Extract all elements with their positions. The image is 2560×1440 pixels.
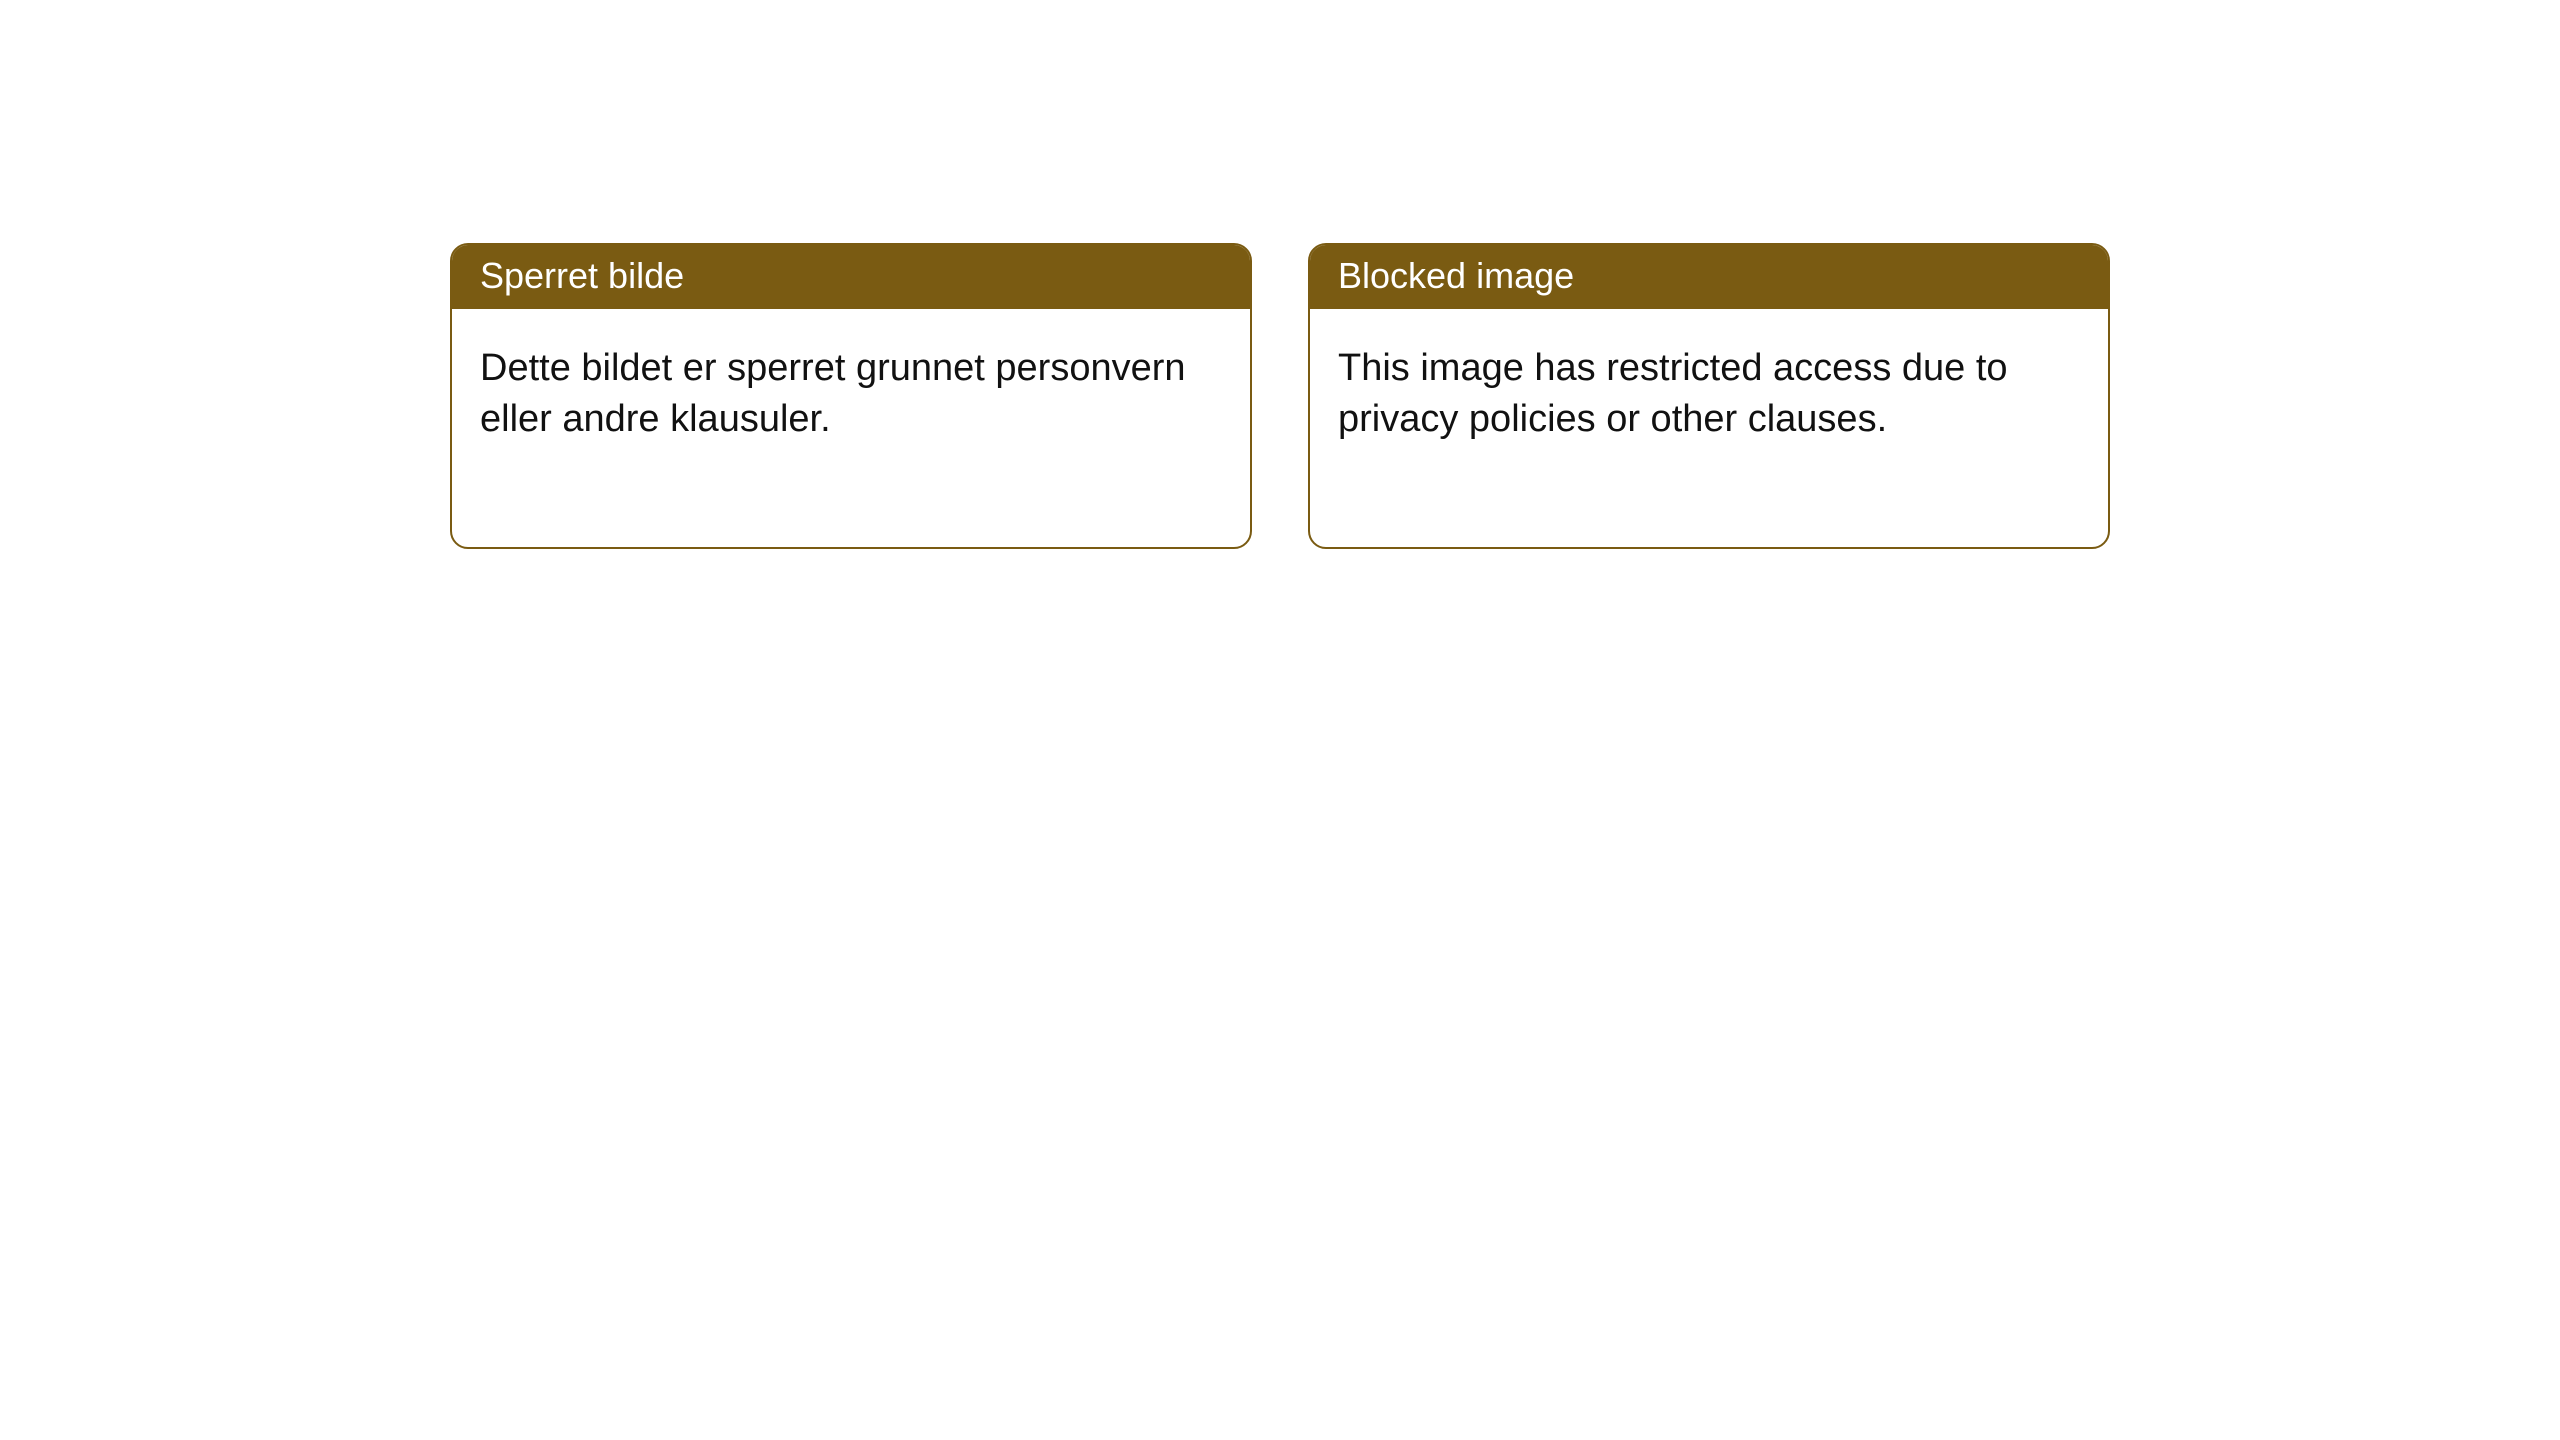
notice-card-message: Dette bildet er sperret grunnet personve… (480, 347, 1186, 440)
notice-container: Sperret bilde Dette bildet er sperret gr… (450, 243, 2110, 549)
notice-card-english: Blocked image This image has restricted … (1308, 243, 2110, 549)
notice-card-message: This image has restricted access due to … (1338, 347, 2008, 440)
notice-card-header: Blocked image (1310, 245, 2108, 309)
notice-card-header: Sperret bilde (452, 245, 1250, 309)
notice-card-title: Sperret bilde (480, 255, 684, 296)
notice-card-norwegian: Sperret bilde Dette bildet er sperret gr… (450, 243, 1252, 549)
notice-card-title: Blocked image (1338, 255, 1574, 296)
notice-card-body: This image has restricted access due to … (1310, 309, 2108, 547)
notice-card-body: Dette bildet er sperret grunnet personve… (452, 309, 1250, 547)
